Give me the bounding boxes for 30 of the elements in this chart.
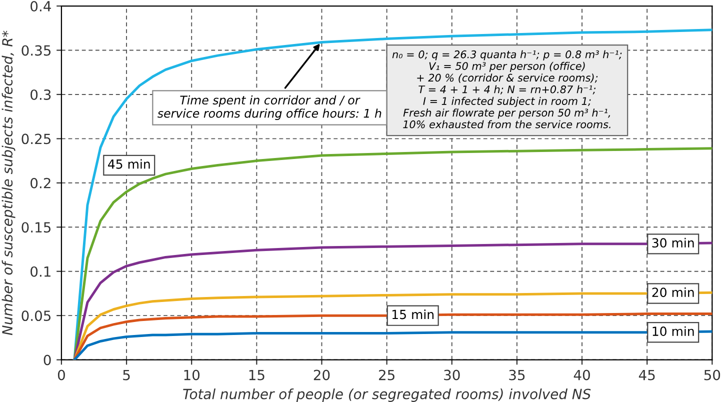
series-label: 30 min (652, 238, 694, 248)
x-tick-label: 40 (574, 370, 590, 380)
x-tick-label: 15 (249, 370, 264, 380)
y-tick-label: 0.4 (30, 1, 51, 12)
series-label: 10 min (652, 326, 694, 336)
y-tick-label: 0.15 (22, 222, 51, 233)
annotation: n₀ = 0; q = 26.3 quanta h⁻¹; p = 0.8 m³ h⁻¹; V₁ = 50 m³ per person (office) + 20 % (corridor & service rooms); T = 4 + 1 + 4 h; N = rn+0.87 h⁻¹; I = 1 infected subject in room 1; Fresh air flowrate per person 50 m³ h⁻¹, 10% exhausted from the service rooms. (392, 50, 622, 128)
x-tick-label: 10 (184, 370, 200, 380)
y-tick-label: 0.2 (30, 178, 50, 188)
y-tick-label: 0.25 (22, 134, 51, 144)
series-label: 45 min (108, 159, 150, 169)
x-tick-label: 5 (123, 370, 130, 380)
x-axis-title: Total number of people (or segregated rooms) involved NS (183, 388, 591, 402)
x-tick-label: 35 (509, 370, 525, 380)
line-series (73, 147, 712, 360)
x-tick-label: 30 (444, 370, 460, 380)
series-label: 20 min (652, 287, 694, 298)
x-tick-label: 0 (58, 370, 65, 380)
x-tick-label: 45 (638, 370, 655, 380)
y-tick-label: 0 (44, 354, 51, 366)
y-axis-title: Number of susceptible subjects infected, R* (2, 30, 16, 336)
series-label: 15 min (392, 310, 434, 320)
x-tick-label: 50 (704, 370, 720, 380)
x-tick-label: 20 (314, 370, 330, 380)
annotation: Time spent in corridor and / or service rooms during office hours: 1 h (158, 95, 382, 120)
y-tick-label: 0.3 (30, 89, 51, 100)
y-tick-label: 0.35 (22, 45, 51, 56)
x-tick-label: 25 (378, 370, 394, 380)
y-tick-label: 0.05 (22, 310, 51, 322)
y-tick-label: 0.1 (30, 266, 50, 277)
